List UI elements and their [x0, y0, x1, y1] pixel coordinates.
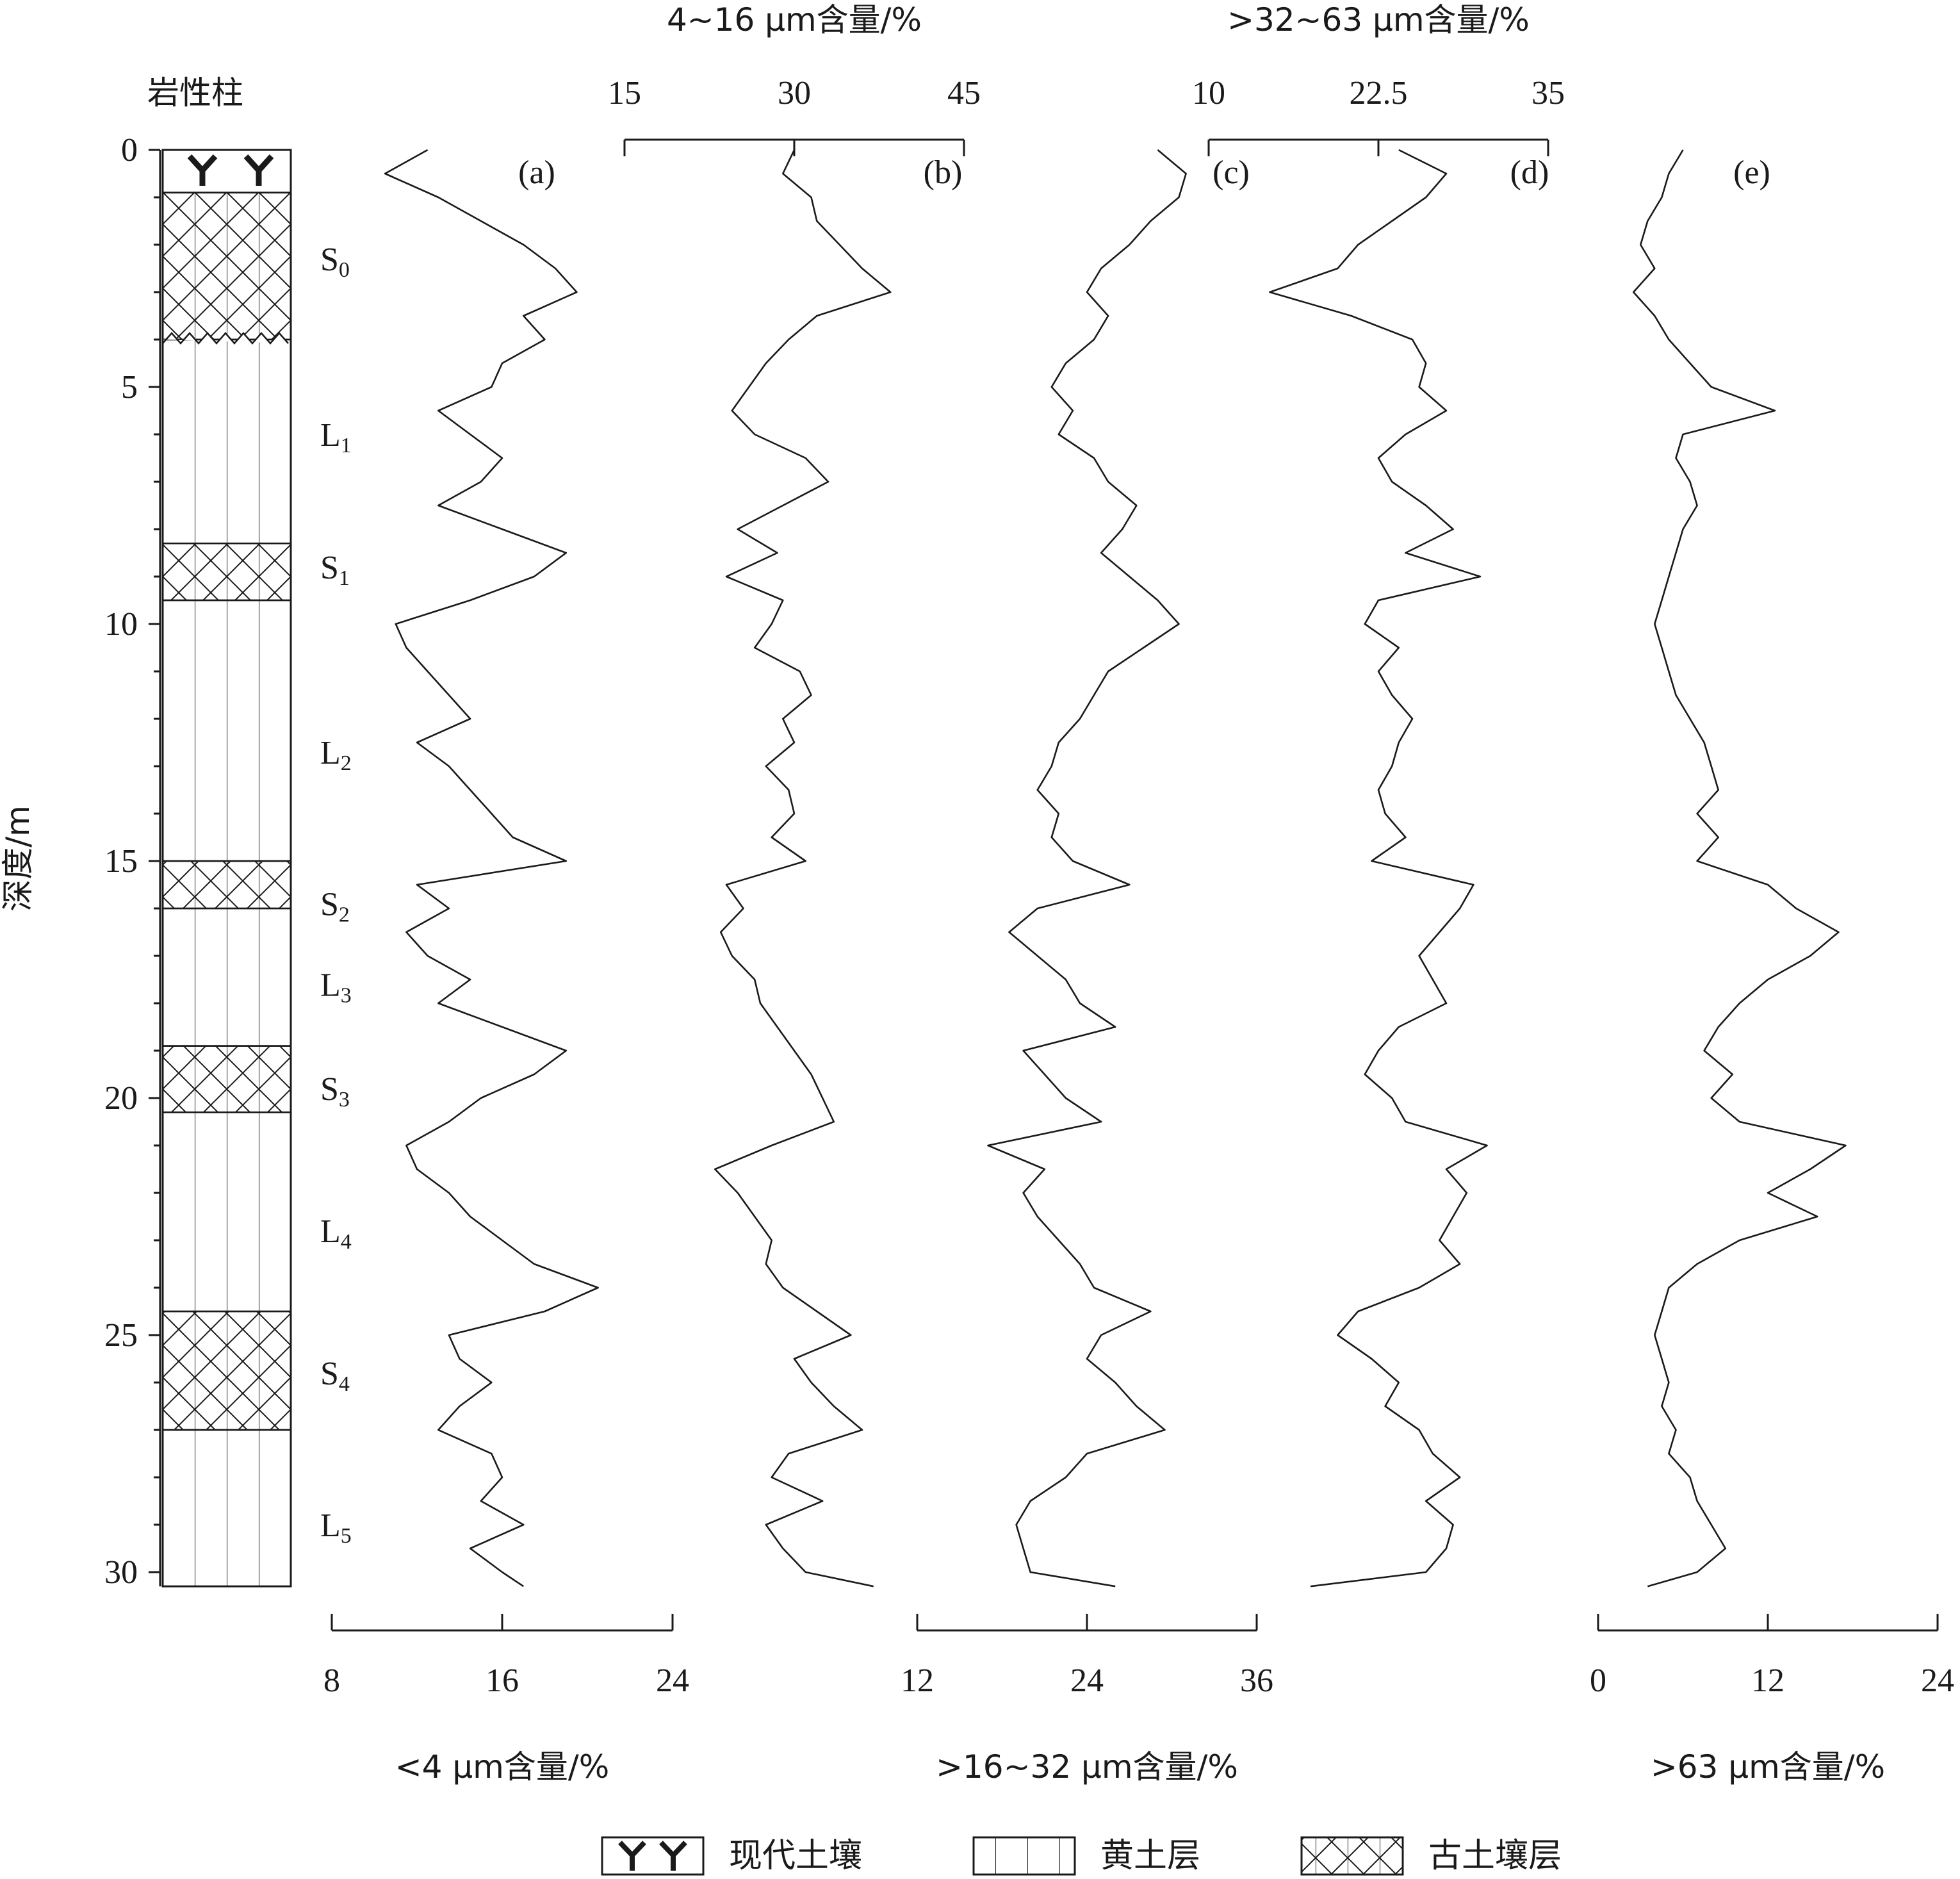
litho-unit-paleosol: [161, 1310, 292, 1431]
tick-label-b: 45: [947, 75, 981, 111]
curve-b: [714, 149, 892, 1588]
modern-soil-symbol: [243, 154, 274, 186]
depth-axis: 0 5 10 15 20 25 30: [104, 132, 161, 1591]
axis-label-e: >63 μm含量/%: [1651, 1748, 1885, 1785]
unit-label: S0: [320, 242, 350, 282]
curve-c: [987, 149, 1187, 1588]
litho-unit-paleosol: [161, 1045, 292, 1113]
tick-label-e: 24: [1921, 1662, 1954, 1699]
unit-label: L2: [320, 735, 352, 775]
tick-label-b: 30: [778, 75, 811, 111]
unit-label: L3: [320, 967, 352, 1007]
depth-tick-label: 20: [104, 1080, 138, 1117]
litho-unit-paleosol: [161, 192, 292, 341]
depth-tick-label: 0: [121, 132, 138, 168]
curve-d: [1269, 149, 1488, 1588]
panel-label-c: (c): [1213, 154, 1250, 191]
panel-c: 12 24 36 >16~32 μm含量/% (c): [901, 149, 1273, 1785]
tick-label-e: 12: [1751, 1662, 1784, 1699]
tick-label-a: 24: [656, 1662, 689, 1699]
panel-label-d: (d): [1510, 154, 1549, 191]
unit-label: L4: [320, 1213, 352, 1254]
tick-label-a: 16: [486, 1662, 519, 1699]
tick-label-d: 10: [1192, 75, 1225, 111]
panel-d: 10 22.5 35 >32~63 μm含量/% (d): [1192, 1, 1565, 1588]
unit-label: L1: [320, 417, 352, 457]
unit-label: S2: [320, 887, 350, 927]
tick-label-e: 0: [1590, 1662, 1606, 1699]
litho-unit-loess: [161, 1429, 292, 1588]
depth-axis-label: 深度/m: [0, 805, 37, 912]
legend-label-loess: 黄土层: [1100, 1837, 1200, 1875]
unit-label: S1: [320, 550, 350, 590]
depth-tick-label: 15: [104, 843, 138, 880]
legend-swatch-soil_modern: [601, 1836, 705, 1876]
axis-label-c: >16~32 μm含量/%: [936, 1748, 1238, 1785]
tick-label-a: 8: [323, 1662, 340, 1699]
depth-tick-label: 5: [121, 369, 138, 406]
legend-swatch-loess: [972, 1836, 1076, 1876]
litho-unit-loess: [161, 338, 292, 545]
depth-tick-label: 10: [104, 606, 138, 643]
panel-e: 0 12 24 >63 μm含量/% (e): [1590, 149, 1954, 1785]
erosion-boundary: [161, 332, 289, 346]
panel-label-a: (a): [518, 154, 555, 191]
unit-label: L5: [320, 1507, 352, 1548]
legend-swatch-paleosol: [1300, 1836, 1404, 1876]
litho-unit-loess: [161, 1111, 292, 1313]
litho-unit-loess: [161, 599, 292, 862]
panel-label-e: (e): [1733, 154, 1770, 191]
legend-label-paleosol: 古土壤层: [1428, 1837, 1562, 1875]
legend: 现代土壤 黄土层 古土壤层: [601, 1836, 1562, 1876]
panel-a: 8 16 24 <4 μm含量/% (a): [323, 149, 689, 1785]
curve-a: [384, 149, 599, 1588]
tick-label-c: 24: [1070, 1662, 1104, 1699]
tick-label-c: 12: [901, 1662, 934, 1699]
curve-e: [1632, 149, 1847, 1588]
legend-label-soil_modern: 现代土壤: [729, 1837, 862, 1875]
axis-label-a: <4 μm含量/%: [395, 1748, 609, 1785]
depth-tick-label: 30: [104, 1554, 138, 1591]
panel-label-b: (b): [924, 154, 963, 191]
tick-label-d: 35: [1531, 75, 1565, 111]
depth-tick-label: 25: [104, 1317, 138, 1354]
lithology-column: [161, 149, 292, 1588]
axis-label-b: 4~16 μm含量/%: [667, 1, 922, 38]
grain-size-panels: 8 16 24 <4 μm含量/% (a) 15 30 45 4~16 μm含量/% (b) 12 2…: [323, 1, 1954, 1785]
tick-label-b: 15: [608, 75, 641, 111]
axis-label-d: >32~63 μm含量/%: [1227, 1, 1530, 38]
unit-label: S4: [320, 1356, 350, 1396]
litho-unit-loess: [161, 907, 292, 1047]
litho-unit-paleosol: [161, 542, 292, 602]
litho-unit-paleosol: [161, 860, 292, 910]
panel-b: 15 30 45 4~16 μm含量/% (b): [608, 1, 981, 1588]
unit-label: S3: [320, 1071, 350, 1112]
litho-unit-soil_modern: [161, 149, 292, 193]
tick-label-d: 22.5: [1350, 75, 1408, 111]
lithology-title: 岩性柱: [147, 74, 243, 111]
unit-labels: S0 L1 S1 L2 S2 L3 S3 L4 S4 L5: [320, 242, 352, 1548]
tick-label-c: 36: [1240, 1662, 1273, 1699]
modern-soil-symbol: [187, 154, 218, 186]
